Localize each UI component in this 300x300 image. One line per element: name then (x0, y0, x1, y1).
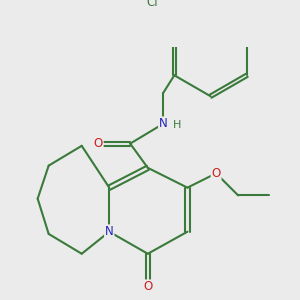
Text: O: O (212, 167, 221, 180)
Text: N: N (159, 117, 168, 130)
Text: O: O (94, 137, 103, 150)
Text: Cl: Cl (146, 0, 158, 9)
Text: N: N (105, 225, 114, 238)
Text: O: O (143, 280, 152, 293)
Text: H: H (173, 120, 181, 130)
